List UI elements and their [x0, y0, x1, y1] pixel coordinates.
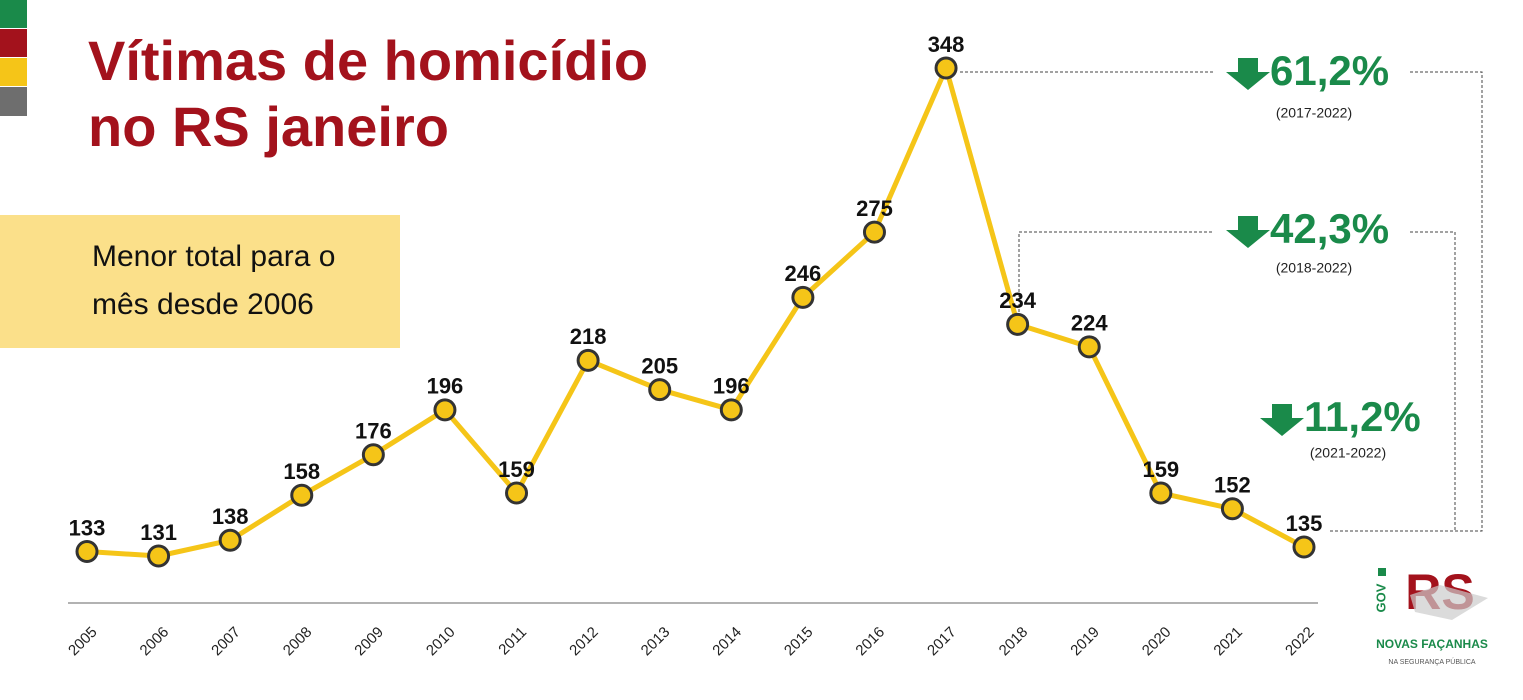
annotation-period: (2018-2022): [1276, 260, 1352, 276]
data-label: 196: [713, 374, 750, 399]
logo-shape: [1410, 585, 1488, 620]
annotation-value: 11,2%: [1304, 393, 1421, 440]
point: [505, 481, 529, 505]
point: [719, 398, 743, 422]
x-tick-label: 2014: [709, 624, 745, 660]
point: [361, 443, 385, 467]
x-tick-label: 2016: [852, 624, 888, 660]
logo-sub: NA SEGURANÇA PÚBLICA: [1388, 657, 1475, 666]
x-tick-label: 2011: [495, 624, 530, 659]
arrow: [1260, 404, 1304, 436]
point: [1077, 335, 1101, 359]
color-bar: [0, 58, 27, 86]
x-tick-label: 2017: [924, 624, 960, 660]
point: [576, 348, 600, 372]
x-tick-label: 2007: [208, 624, 244, 660]
annotation-value: 61,2%: [1270, 47, 1389, 94]
color-bar: [0, 87, 27, 116]
x-tick-label: 2012: [566, 624, 602, 660]
x-tick-label: 2019: [1067, 624, 1103, 660]
x-tick-label: 2021: [1210, 624, 1246, 660]
connectors: [960, 71, 1483, 532]
point: [791, 285, 815, 309]
point: [433, 398, 457, 422]
x-tick-label: 2009: [351, 624, 387, 660]
arrow: [1226, 216, 1270, 248]
color-bar: [0, 0, 27, 28]
x-tick-label: 2008: [280, 624, 316, 660]
color-bar: [0, 29, 27, 57]
logo: GOV RS NOVAS FAÇANHAS NA SEGURANÇA PÚBLI…: [1373, 564, 1488, 666]
annotation-period: (2021-2022): [1310, 445, 1386, 461]
data-label: 152: [1214, 473, 1251, 498]
x-tick-label: 2015: [781, 624, 817, 660]
point: [1006, 312, 1030, 336]
connector: [1018, 231, 1213, 312]
line: [86, 65, 1306, 559]
data-label: 133: [69, 515, 106, 540]
point: [1220, 497, 1244, 521]
data-label: 196: [427, 374, 464, 399]
point: [218, 528, 242, 552]
data-label: 135: [1286, 511, 1323, 536]
x-tick-label: 2006: [137, 624, 173, 660]
title: Vítimas de homicídio no RS janeiro: [88, 29, 649, 158]
annotation-value: 42,3%: [1270, 205, 1389, 252]
arrow: [1226, 58, 1270, 90]
data-label: 131: [140, 520, 177, 545]
data-label: 348: [928, 32, 965, 57]
point: [147, 544, 171, 568]
data-label: 246: [785, 261, 822, 286]
data-label: 176: [355, 419, 392, 444]
x-tick-label: 2013: [638, 624, 674, 660]
connector: [1330, 71, 1483, 532]
logo-gov: GOV: [1373, 583, 1388, 612]
x-tick-label: 2005: [65, 624, 101, 660]
connector: [1410, 231, 1456, 531]
point: [648, 378, 672, 402]
point: [934, 56, 958, 80]
logo-name: NOVAS FAÇANHAS: [1376, 637, 1488, 651]
data-label: 218: [570, 324, 607, 349]
x-tick-label: 2020: [1139, 624, 1175, 660]
logo-mark: [1378, 568, 1386, 576]
data-label: 159: [1142, 457, 1179, 482]
point: [1149, 481, 1173, 505]
x-tick-label: 2022: [1282, 624, 1318, 660]
data-label: 224: [1071, 311, 1108, 336]
point: [290, 483, 314, 507]
highlight-box: Menor total para o mês desde 2006: [0, 215, 400, 348]
data-label: 159: [498, 457, 535, 482]
x-tick-label: 2018: [996, 624, 1032, 660]
point: [1292, 535, 1316, 559]
data-label: 275: [856, 196, 893, 221]
data-label: 158: [283, 459, 320, 484]
point: [75, 540, 99, 564]
data-label: 234: [999, 288, 1036, 313]
data-label: 205: [641, 353, 678, 378]
data-label: 138: [212, 504, 249, 529]
annotation-period: (2017-2022): [1276, 105, 1352, 121]
x-tick-label: 2010: [423, 624, 459, 660]
highlight-text: Menor total para o mês desde 2006: [92, 240, 336, 321]
point: [862, 220, 886, 244]
